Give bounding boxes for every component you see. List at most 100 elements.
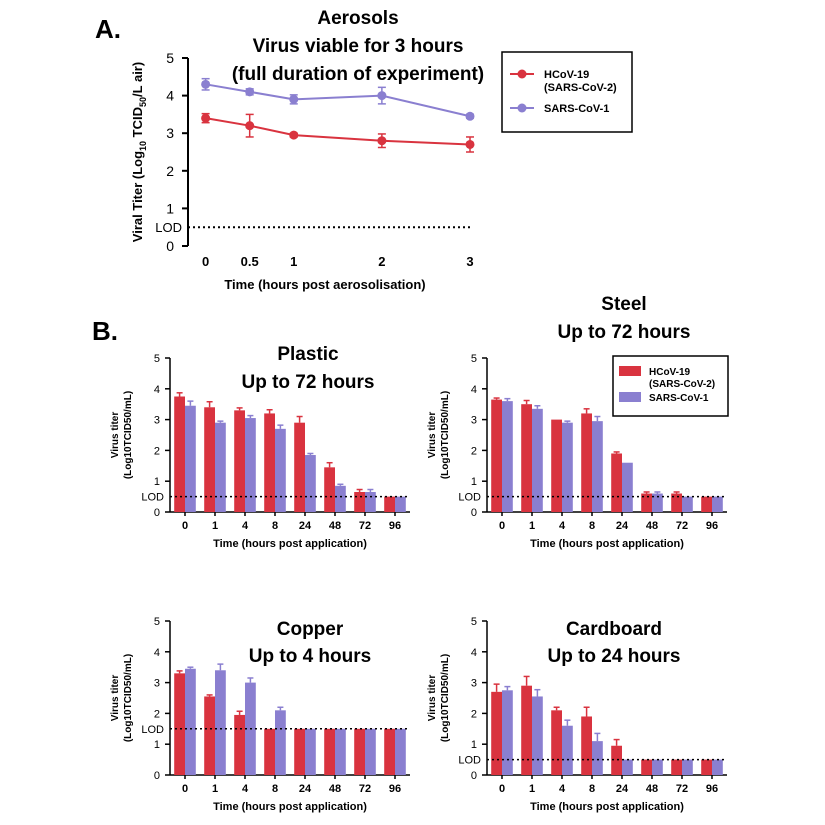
steel-bar (611, 453, 622, 512)
steel-bar (671, 493, 682, 512)
plastic-bar (174, 396, 185, 512)
plastic-lod-label: LOD (141, 492, 164, 504)
copper-y-tick-label: 5 (154, 616, 160, 628)
steel-legend-swatch (619, 366, 641, 376)
steel-bar (592, 421, 603, 512)
aerosol-title-line: Aerosols (317, 8, 398, 29)
cardboard-y-tick-label: 1 (471, 739, 477, 751)
plastic-title-line: Up to 72 hours (241, 372, 374, 393)
steel-x-tick-label: 96 (706, 520, 718, 532)
cardboard-x-tick-label: 24 (616, 783, 629, 795)
steel-bar (581, 413, 592, 512)
aerosol-data-point (465, 111, 475, 121)
aerosol-legend-swatch-dot (517, 69, 527, 79)
plastic-bar (245, 418, 256, 512)
copper-bar (324, 728, 335, 775)
steel-legend-swatch (619, 392, 641, 402)
copper-bar (264, 728, 275, 775)
cardboard-y-axis-title-line: (Log10TCID50/mL) (440, 654, 451, 742)
plastic-bar-chart: Plastic Up to 72 hours 0 1 2 3 4 5 Virus titer (L… (110, 344, 410, 550)
steel-bar (622, 462, 633, 512)
steel-lod-label: LOD (458, 492, 481, 504)
cardboard-bar (562, 725, 573, 775)
copper-y-tick-label: 3 (154, 678, 160, 690)
copper-y-tick-label: 1 (154, 739, 160, 751)
cardboard-bar (592, 741, 603, 775)
plastic-bar (275, 428, 286, 512)
cardboard-y-tick-label: 5 (471, 616, 477, 628)
aerosol-lod-label: LOD (155, 220, 182, 235)
aerosol-line-chart: Aerosols Virus viable for 3 hours (full du… (130, 8, 633, 292)
plastic-bar (384, 496, 395, 512)
aerosol-y-axis-title-part: Viral Titer (Log (130, 151, 145, 242)
steel-x-tick-label: 8 (589, 520, 595, 532)
steel-y-axis-title-line: (Log10TCID50/mL) (440, 391, 451, 479)
cardboard-x-axis-title: Time (hours post application) (530, 801, 684, 813)
steel-title-line: Up to 72 hours (557, 322, 690, 343)
steel-x-tick-label: 72 (676, 520, 688, 532)
plastic-y-tick-label: 4 (154, 384, 160, 396)
cardboard-bar (491, 691, 502, 775)
cardboard-x-tick-label: 4 (559, 783, 566, 795)
plastic-bar (365, 491, 376, 512)
steel-x-tick-label: 48 (646, 520, 658, 532)
aerosol-y-tick-label: 2 (166, 163, 174, 179)
plastic-x-axis-title: Time (hours post application) (213, 538, 367, 550)
steel-bar (551, 419, 562, 512)
cardboard-y-tick-label: 2 (471, 708, 477, 720)
copper-x-tick-label: 72 (359, 783, 371, 795)
aerosol-x-axis-title: Time (hours post aerosolisation) (224, 277, 425, 292)
copper-x-tick-label: 96 (389, 783, 401, 795)
aerosol-data-point (245, 87, 255, 97)
copper-bar (234, 714, 245, 775)
copper-y-tick-label: 2 (154, 708, 160, 720)
plastic-y-tick-label: 2 (154, 445, 160, 457)
copper-x-tick-label: 0 (182, 783, 188, 795)
steel-legend-label: HCoV-19 (649, 367, 691, 378)
aerosol-y-tick-label: 1 (166, 200, 174, 216)
cardboard-bar (712, 759, 723, 775)
steel-bar (641, 493, 652, 512)
steel-bar (712, 496, 723, 512)
cardboard-bar (502, 690, 513, 775)
steel-y-tick-label: 0 (471, 507, 477, 519)
aerosol-y-axis-title-part: 50 (138, 97, 148, 107)
cardboard-x-tick-label: 0 (499, 783, 505, 795)
plastic-bar (354, 491, 365, 512)
plastic-bar (264, 413, 275, 512)
panel-a-letter: A. (95, 14, 121, 44)
aerosol-x-tick-label: 2 (378, 254, 385, 269)
steel-y-tick-label: 5 (471, 353, 477, 365)
steel-bar (682, 496, 693, 512)
copper-x-axis-title: Time (hours post application) (213, 801, 367, 813)
cardboard-y-tick-label: 4 (471, 647, 477, 659)
copper-bar (395, 728, 406, 775)
aerosol-y-tick-label: 5 (166, 50, 174, 66)
cardboard-bar (611, 745, 622, 775)
plastic-bar (204, 407, 215, 512)
plastic-bar (234, 410, 245, 512)
plastic-y-tick-label: 3 (154, 415, 160, 427)
steel-bar (502, 401, 513, 512)
aerosol-series-line (205, 117, 471, 146)
aerosol-data-point (201, 79, 211, 89)
cardboard-y-tick-label: 0 (471, 770, 477, 782)
plastic-x-tick-label: 96 (389, 520, 401, 532)
aerosol-data-point (465, 139, 475, 149)
aerosol-y-axis-title-part: /L air) (130, 62, 145, 97)
steel-bar-chart: Steel Up to 72 hours 0 1 2 3 4 5 Virus titer (Log… (427, 294, 729, 550)
copper-title-line: Up to 4 hours (249, 646, 371, 667)
plastic-bar (335, 485, 346, 512)
aerosol-data-point (377, 91, 387, 101)
steel-y-tick-label: 2 (471, 445, 477, 457)
copper-bar (384, 728, 395, 775)
aerosol-legend-label: HCoV-19 (544, 69, 589, 81)
cardboard-bar (682, 759, 693, 775)
copper-x-tick-label: 1 (212, 783, 218, 795)
steel-y-tick-label: 3 (471, 415, 477, 427)
aerosol-title-line: (full duration of experiment) (232, 64, 484, 85)
steel-x-tick-label: 4 (559, 520, 566, 532)
steel-legend-label: (SARS-CoV-2) (649, 379, 715, 390)
aerosol-legend-box (501, 51, 633, 133)
